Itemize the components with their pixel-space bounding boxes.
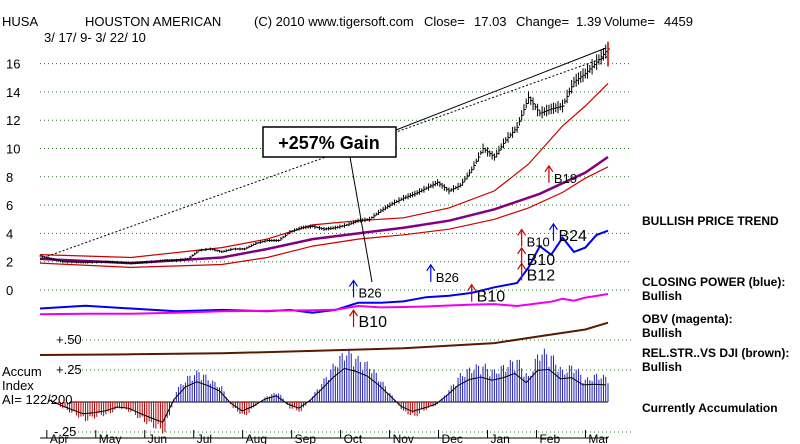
x-tick-label: Sep — [295, 432, 317, 444]
relstr-label: REL.STR..VS DJI (brown): — [642, 346, 789, 360]
x-tick-label: Mar — [588, 432, 609, 444]
accum-label-line2: Index — [2, 378, 34, 393]
y-tick-label: 2 — [6, 255, 13, 270]
y-tick-label: 16 — [6, 57, 20, 72]
x-tick-label: Oct — [344, 432, 363, 444]
x-tick-label: Jul — [197, 432, 212, 444]
y-tick-label: 10 — [6, 142, 20, 157]
change-label: Change= — [516, 14, 569, 29]
change-value: 1.39 — [576, 14, 601, 29]
signal-arrowhead — [517, 246, 527, 255]
relstr-line — [39, 321, 609, 356]
volume-label: Volume= — [604, 14, 655, 29]
close-value: 17.03 — [474, 14, 507, 29]
volume-value: 4459 — [664, 14, 693, 29]
indicators — [39, 229, 609, 356]
x-tick-label: Jan — [491, 432, 510, 444]
x-tick-label: Apr — [50, 432, 69, 444]
x-tick-label: May — [99, 432, 122, 444]
price-axis: 0 2 4 6 8 10 12 14 16 +.50 +.25 -.25 — [6, 57, 82, 439]
obv-line — [39, 293, 609, 316]
signal-arrowhead — [517, 228, 527, 236]
accum-status: Currently Accumulation — [642, 401, 778, 415]
callout-text: +257% Gain — [278, 133, 380, 153]
signal-label: B26 — [436, 270, 459, 285]
x-tick-label: Aug — [246, 432, 267, 444]
y-tick-label: 6 — [6, 198, 13, 213]
signal-label: B10 — [359, 314, 388, 331]
price-bars — [39, 41, 610, 265]
y-tick-label: 14 — [6, 85, 20, 100]
accum-label-line1: Accum — [2, 364, 42, 379]
accum-average-line — [48, 367, 606, 423]
signal-arrowhead — [349, 279, 359, 287]
moving-average-line — [39, 155, 609, 265]
signal-label: B10 — [527, 234, 550, 249]
callout-pointer-left — [349, 156, 373, 283]
month-axis: Apr May Jun Jul Aug Sep Oct Nov Dec Jan Feb Mar — [40, 430, 609, 444]
accum-tick-label: +.25 — [56, 362, 82, 377]
accumulation-index — [48, 348, 609, 434]
upper-band-line — [39, 82, 609, 259]
x-tick-label: Dec — [442, 432, 463, 444]
x-tick-label: Jun — [148, 432, 167, 444]
obv-status: Bullish — [642, 326, 682, 340]
symbol-text: HUSA — [2, 14, 38, 29]
company-text: HOUSTON AMERICAN — [85, 14, 221, 29]
y-tick-label: 0 — [6, 283, 13, 298]
trend-label: BULLISH PRICE TREND — [642, 214, 779, 228]
gain-callout: +257% Gain — [262, 47, 607, 283]
accum-tick-label: -.25 — [54, 424, 76, 439]
x-tick-label: Feb — [539, 432, 560, 444]
signal-label: B12 — [527, 267, 556, 284]
price-bands — [39, 56, 609, 269]
accum-label-line3: AI= 122/200 — [2, 392, 72, 407]
y-tick-label: 4 — [6, 226, 13, 241]
lower-band-line — [39, 166, 609, 269]
signal-label: B10 — [477, 289, 506, 306]
signal-arrowhead — [426, 263, 436, 272]
y-tick-label: 8 — [6, 170, 13, 185]
signal-arrowhead — [544, 164, 554, 173]
callout-pointer-right — [395, 47, 607, 131]
close-label: Close= — [424, 14, 465, 29]
copyright-text: (C) 2010 www.tigersoft.com — [254, 14, 414, 29]
signal-arrowhead — [467, 283, 477, 291]
obv-label: OBV (magenta): — [642, 312, 733, 326]
accum-tick-label: +.50 — [56, 332, 82, 347]
callout-box — [262, 126, 397, 158]
signal-label: B26 — [359, 285, 382, 300]
signal-arrowhead — [548, 222, 558, 231]
signal-label: B19 — [554, 171, 577, 186]
signal-label: B10 — [527, 252, 556, 269]
closing-power-status: Bullish — [642, 289, 682, 303]
relstr-status: Bullish — [642, 360, 682, 374]
signal-label: B24 — [558, 228, 587, 245]
x-tick-label: Nov — [393, 432, 414, 444]
y-tick-label: 12 — [6, 113, 20, 128]
date-range: 3/ 17/ 9- 3/ 22/ 10 — [44, 30, 146, 45]
signal-arrowhead — [349, 309, 359, 317]
closing-power-line — [39, 229, 609, 314]
closing-power-label: CLOSING POWER (blue): — [642, 275, 785, 289]
